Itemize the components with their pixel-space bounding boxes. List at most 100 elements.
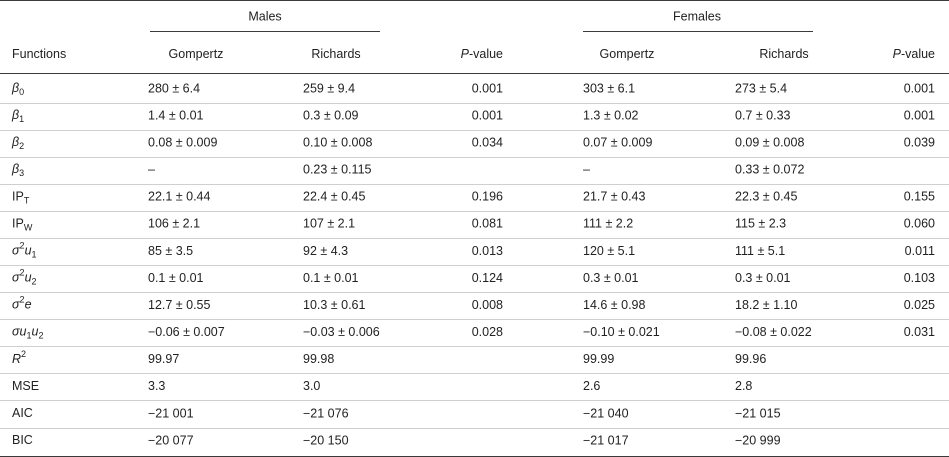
- cell: 0.7 ± 0.33: [735, 108, 791, 122]
- text-segment: 2: [38, 331, 43, 341]
- row-label: σu1u2: [12, 325, 43, 341]
- text-segment: u: [32, 325, 39, 339]
- text-segment: -value: [469, 47, 503, 61]
- cell: 0.001: [904, 108, 935, 122]
- cell: 0.001: [904, 81, 935, 95]
- text-segment: AIC: [12, 406, 33, 420]
- text-segment: MSE: [12, 379, 39, 393]
- text-segment: P: [461, 47, 470, 61]
- text-segment: T: [24, 196, 30, 206]
- cell: 0.060: [904, 217, 935, 231]
- cell: 0.3 ± 0.09: [303, 108, 359, 122]
- column-header: P-value: [893, 47, 935, 61]
- cell: 0.001: [472, 81, 503, 95]
- text-segment: u: [25, 244, 32, 258]
- column-header: P-value: [461, 47, 503, 61]
- cell: 85 ± 3.5: [148, 244, 193, 258]
- text-segment: -value: [901, 47, 935, 61]
- cell: 111 ± 5.1: [735, 244, 785, 258]
- cell: 10.3 ± 0.61: [303, 298, 366, 312]
- cell: 0.10 ± 0.008: [303, 135, 372, 149]
- row-label: β3: [11, 163, 24, 179]
- cell: 0.3 ± 0.01: [735, 271, 791, 285]
- cell: 1.3 ± 0.02: [583, 108, 639, 122]
- cell: 0.013: [472, 244, 503, 258]
- text-segment: Gompertz: [169, 47, 224, 61]
- group-header: Females: [673, 9, 721, 23]
- text-segment: 1: [32, 250, 37, 260]
- cell: 1.4 ± 0.01: [148, 108, 204, 122]
- text-segment: R: [12, 352, 21, 366]
- text-segment: σ: [12, 244, 20, 258]
- column-header: Richards: [759, 47, 808, 61]
- cell: 0.039: [904, 135, 935, 149]
- text-segment: 2: [20, 268, 25, 278]
- text-segment: 2: [21, 349, 26, 359]
- text-segment: β: [11, 135, 19, 149]
- cell: 18.2 ± 1.10: [735, 298, 798, 312]
- cell: 273 ± 5.4: [735, 81, 787, 95]
- cell: 0.155: [904, 190, 935, 204]
- row-label: σ2u2: [12, 268, 37, 287]
- text-segment: u: [25, 271, 32, 285]
- cell: −20 150: [303, 433, 349, 447]
- cell: 0.081: [472, 217, 503, 231]
- cell: 111 ± 2.2: [583, 217, 633, 231]
- text-segment: IP: [12, 217, 24, 231]
- cell: 0.011: [905, 244, 935, 258]
- text-segment: Gompertz: [600, 47, 655, 61]
- cell: 0.034: [472, 135, 503, 149]
- cell: 0.08 ± 0.009: [148, 135, 217, 149]
- cell: 0.3 ± 0.01: [583, 271, 639, 285]
- cell: −21 001: [148, 406, 194, 420]
- cell: 259 ± 9.4: [303, 81, 355, 95]
- row-label: R2: [12, 349, 26, 366]
- column-header: Gompertz: [600, 47, 655, 61]
- cell: 0.1 ± 0.01: [148, 271, 204, 285]
- column-header: Richards: [311, 47, 360, 61]
- row-label: β1: [11, 108, 24, 124]
- cell: 0.07 ± 0.009: [583, 135, 652, 149]
- cell: 3.3: [148, 379, 165, 393]
- cell: 0.008: [472, 298, 503, 312]
- cell: 21.7 ± 0.43: [583, 190, 646, 204]
- cell: 99.99: [583, 352, 614, 366]
- cell: 0.025: [904, 298, 935, 312]
- cell: 22.1 ± 0.44: [148, 190, 211, 204]
- text-segment: 1: [19, 114, 24, 124]
- cell: 0.33 ± 0.072: [735, 163, 804, 177]
- cell: 99.98: [303, 352, 334, 366]
- text-segment: 2: [20, 295, 25, 305]
- text-segment: β: [11, 108, 19, 122]
- text-segment: σ: [12, 271, 20, 285]
- text-segment: 3: [19, 169, 24, 179]
- text-segment: Richards: [759, 47, 808, 61]
- row-label: AIC: [12, 406, 33, 420]
- cell: 12.7 ± 0.55: [148, 298, 211, 312]
- cell: −21 017: [583, 433, 629, 447]
- cell: 22.4 ± 0.45: [303, 190, 366, 204]
- cell: 99.97: [148, 352, 179, 366]
- text-segment: 2: [32, 277, 37, 287]
- cell: 107 ± 2.1: [303, 217, 355, 231]
- cell: 99.96: [735, 352, 766, 366]
- cell: 2.8: [735, 379, 752, 393]
- text-segment: 1: [27, 331, 32, 341]
- cell: 115 ± 2.3: [735, 217, 786, 231]
- cell: 22.3 ± 0.45: [735, 190, 798, 204]
- text-segment: 2: [20, 241, 25, 251]
- text-segment: BIC: [12, 433, 33, 447]
- cell: 0.001: [472, 108, 503, 122]
- text-segment: 0: [19, 87, 24, 97]
- row-label: σ2e: [12, 295, 32, 312]
- cell: 280 ± 6.4: [148, 81, 200, 95]
- row-label: IPW: [12, 217, 33, 233]
- cell: 3.0: [303, 379, 320, 393]
- cell: −21 040: [583, 406, 629, 420]
- cell: 0.1 ± 0.01: [303, 271, 359, 285]
- text-segment: P: [893, 47, 902, 61]
- cell: 0.23 ± 0.115: [303, 163, 372, 177]
- cell: 0.196: [472, 190, 503, 204]
- text-segment: σu: [12, 325, 27, 339]
